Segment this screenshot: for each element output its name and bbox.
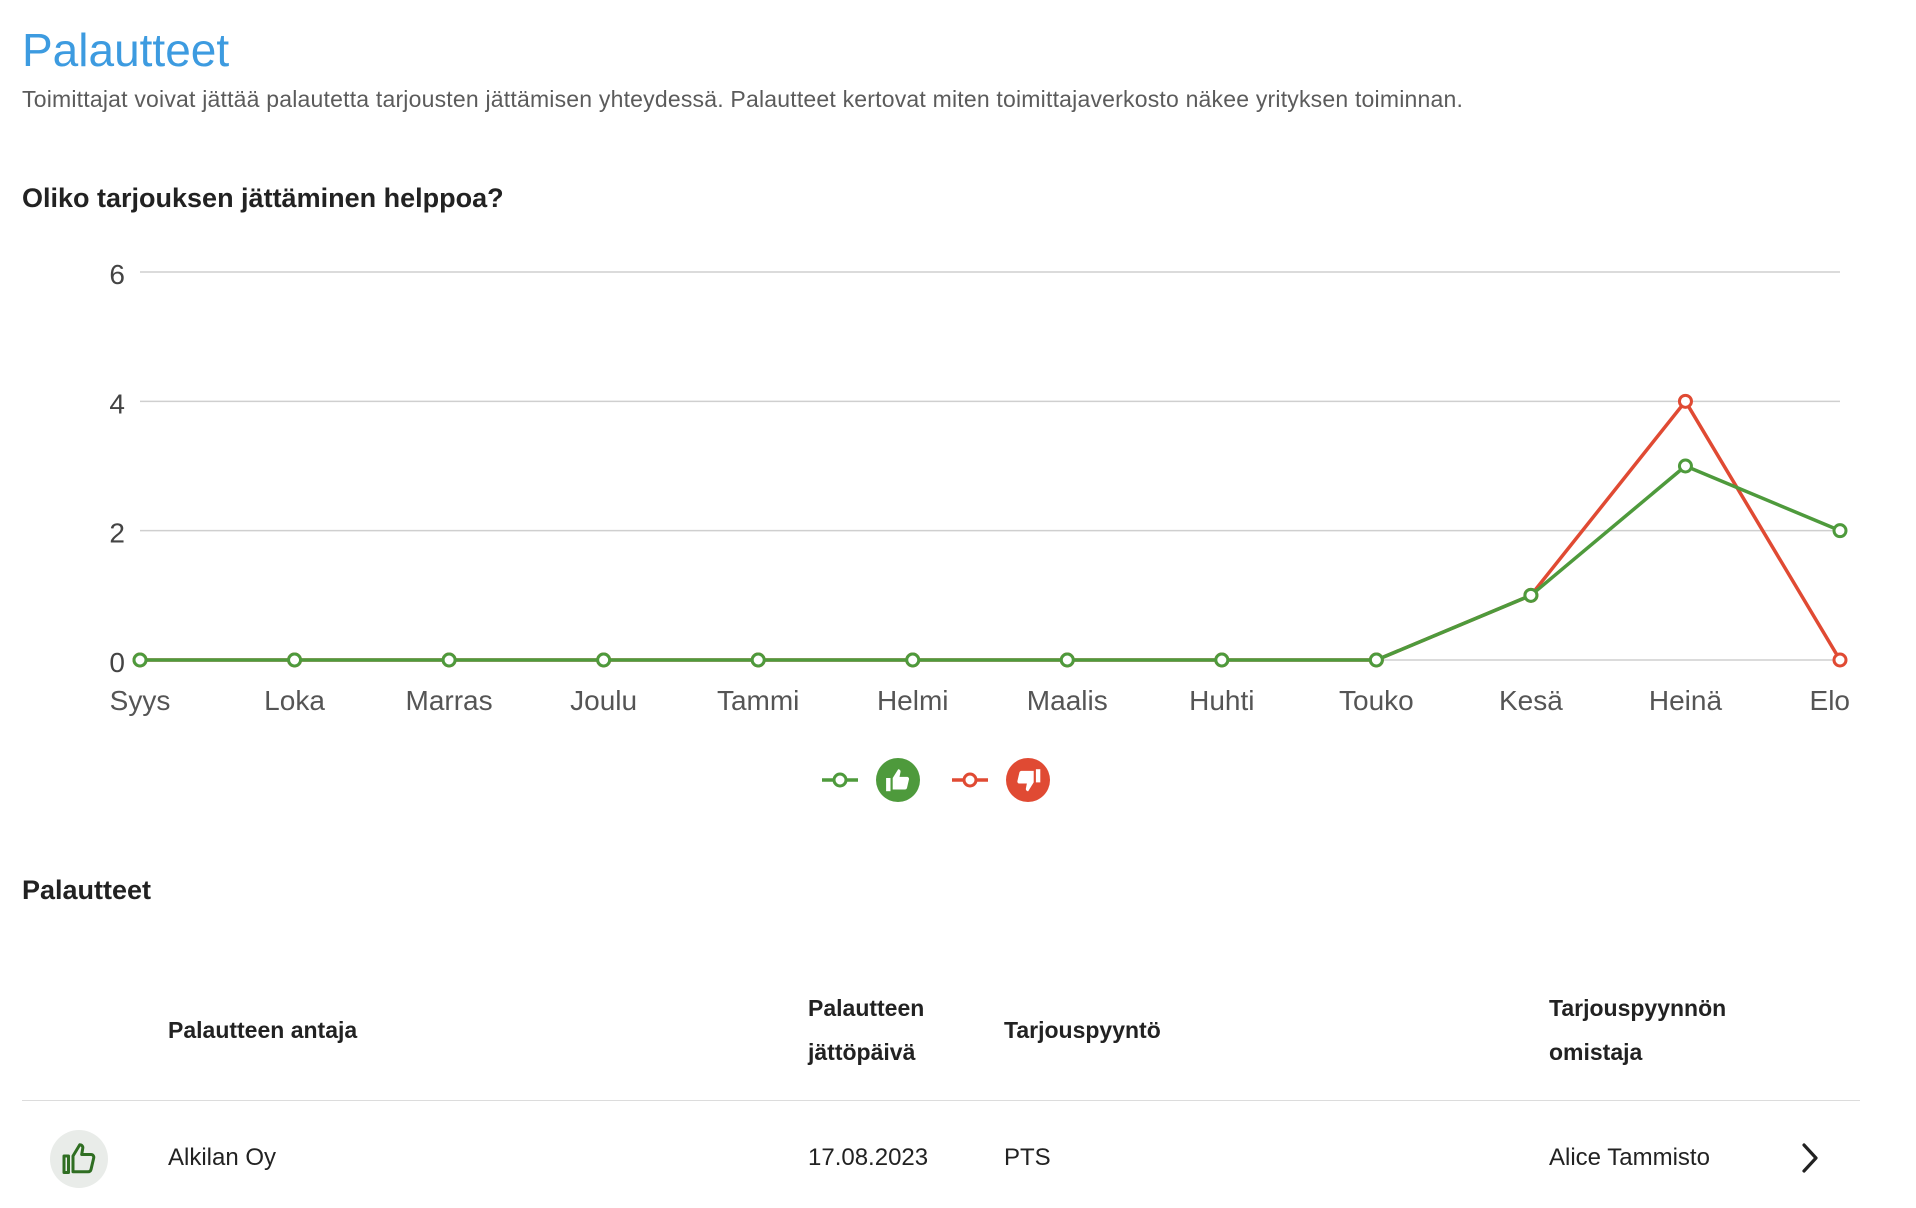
feedback-owner: Alice Tammisto	[1549, 1144, 1710, 1171]
data-point-thumbs-down[interactable]	[1677, 393, 1693, 409]
thumb-down-icon	[1006, 758, 1050, 802]
feedback-table: Palautteen antaja Palautteen jättöpäivä …	[22, 960, 1860, 1208]
y-tick-label: 4	[109, 388, 125, 419]
x-tick-label: Touko	[1339, 685, 1414, 716]
feedback-date: 17.08.2023	[808, 1144, 929, 1171]
data-point-thumbs-up[interactable]	[1832, 523, 1848, 539]
series-thumbs-up	[132, 458, 1848, 668]
y-axis-ticks: 0 2 4 6	[109, 259, 125, 678]
column-header-owner[interactable]: Tarjouspyynnön omistaja	[1549, 995, 1727, 1065]
data-point-thumbs-up[interactable]	[596, 652, 612, 668]
data-point-thumbs-up[interactable]	[1677, 458, 1693, 474]
data-point-thumbs-up[interactable]	[132, 652, 148, 668]
table-row[interactable]: Alkilan Oy 17.08.2023 PTS Alice Tammisto	[22, 1101, 1860, 1208]
x-tick-label: Kesä	[1499, 685, 1563, 716]
feedback-section-title: Palautteet	[22, 875, 152, 905]
series-line-thumbs-up	[140, 464, 1841, 662]
column-header-request[interactable]: Tarjouspyyntö	[1004, 1017, 1161, 1043]
chart-grid	[140, 271, 1840, 661]
x-tick-label: Loka	[264, 685, 325, 716]
data-point-thumbs-up[interactable]	[441, 652, 457, 668]
x-tick-label: Helmi	[877, 685, 949, 716]
data-point-thumbs-up[interactable]	[750, 652, 766, 668]
feedback-request: PTS	[1004, 1144, 1051, 1171]
chevron-right-icon[interactable]	[1795, 1139, 1825, 1177]
y-tick-label: 0	[109, 647, 125, 678]
x-tick-label: Elo	[1810, 685, 1850, 716]
chart-question: Oliko tarjouksen jättäminen helppoa?	[22, 183, 504, 213]
data-point-thumbs-up[interactable]	[1214, 652, 1230, 668]
x-tick-label: Joulu	[570, 685, 637, 716]
x-tick-label: Maalis	[1027, 685, 1108, 716]
data-point-thumbs-up[interactable]	[1368, 652, 1384, 668]
table-header: Palautteen antaja Palautteen jättöpäivä …	[22, 960, 1860, 1101]
feedback-giver: Alkilan Oy	[168, 1144, 277, 1171]
column-header-giver[interactable]: Palautteen antaja	[168, 1017, 358, 1043]
legend-item-thumbs-down[interactable]	[952, 758, 1050, 802]
x-tick-label: Huhti	[1189, 685, 1254, 716]
data-point-thumbs-down[interactable]	[1832, 652, 1848, 668]
page-title: Palautteet	[22, 24, 230, 76]
page-subtitle: Toimittajat voivat jättää palautetta tar…	[22, 86, 1464, 112]
data-point-thumbs-up[interactable]	[287, 652, 303, 668]
legend-item-thumbs-up[interactable]	[822, 758, 920, 802]
x-tick-label: Heinä	[1649, 685, 1723, 716]
x-tick-label: Syys	[110, 685, 171, 716]
y-tick-label: 6	[109, 259, 125, 290]
chart-svg: 0 2 4 6 Syys Loka Marras Joulu Tammi Helmi Maalis…	[109, 259, 1850, 802]
data-point-thumbs-up[interactable]	[1059, 652, 1075, 668]
chart-legend	[822, 758, 1050, 802]
data-point-thumbs-up[interactable]	[905, 652, 921, 668]
x-tick-label: Tammi	[717, 685, 799, 716]
thumb-up-icon	[876, 758, 920, 802]
data-point-thumbs-up[interactable]	[1523, 587, 1539, 603]
column-header-date[interactable]: Palautteen jättöpäivä	[808, 995, 925, 1065]
chart-series	[132, 393, 1848, 668]
x-tick-label: Marras	[406, 685, 493, 716]
feedback-chart: 0 2 4 6 Syys Loka Marras Joulu Tammi Helmi Maalis…	[0, 240, 1916, 820]
thumb-up-icon	[50, 1130, 108, 1188]
y-tick-label: 2	[109, 518, 125, 549]
x-axis-ticks: Syys Loka Marras Joulu Tammi Helmi Maalis Huhti…	[110, 685, 1850, 716]
